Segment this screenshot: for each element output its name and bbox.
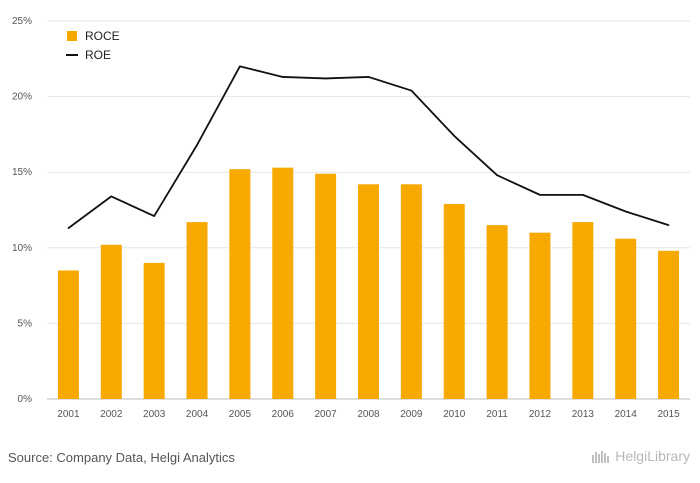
roe-point: [324, 77, 327, 80]
y-tick-label: 0%: [18, 394, 33, 405]
roe-point: [624, 210, 627, 213]
legend-roce-swatch: [67, 31, 77, 41]
roce-bar: [658, 250, 680, 399]
y-tick-label: 15%: [12, 167, 32, 178]
helgi-library-logo: HelgiLibrary: [591, 448, 690, 464]
x-tick-label: 2005: [229, 409, 252, 420]
roe-point: [239, 65, 241, 68]
roe-point: [667, 224, 670, 226]
y-tick-label: 20%: [12, 92, 32, 103]
roce-bar: [358, 184, 379, 399]
legend: ROCE ROE: [66, 29, 120, 62]
roce-bar: [529, 232, 551, 399]
x-tick-label: 2015: [657, 409, 680, 420]
roe-point: [582, 194, 584, 196]
legend-roe-label: ROE: [85, 48, 111, 62]
y-axis-ticks: 0% 5% 10% 15% 20% 25%: [12, 16, 32, 405]
x-axis-ticks: 2001 2002 2003 2004 2005 2006 2007 2008 2009 2010…: [57, 409, 680, 420]
roce-bar: [143, 262, 165, 399]
x-tick-label: 2006: [272, 409, 295, 420]
roe-point: [539, 194, 541, 196]
roce-bar: [315, 173, 337, 399]
roce-bar: [572, 222, 594, 399]
legend-roce-label: ROCE: [85, 29, 120, 43]
x-tick-label: 2002: [100, 409, 123, 420]
roe-point: [496, 174, 498, 177]
roe-point: [367, 76, 370, 78]
roe-point: [453, 135, 456, 137]
roce-bar: [272, 167, 294, 399]
roce-bar: [486, 225, 508, 399]
x-tick-label: 2011: [486, 409, 508, 420]
x-tick-label: 2008: [357, 409, 380, 420]
roce-bar: [186, 222, 208, 399]
x-tick-label: 2004: [186, 409, 209, 420]
roce-bars: [57, 167, 680, 399]
y-tick-label: 25%: [12, 16, 32, 27]
roe-point: [196, 144, 198, 146]
roce-bar: [100, 244, 122, 399]
x-tick-label: 2003: [143, 409, 166, 420]
roe-point: [67, 227, 70, 229]
roce-bar: [57, 270, 79, 399]
roe-point: [110, 195, 113, 198]
roe-point: [410, 89, 413, 92]
roe-point: [281, 76, 284, 78]
roce-bar: [443, 203, 465, 399]
x-tick-label: 2009: [400, 409, 423, 420]
roce-bar: [615, 238, 637, 399]
y-tick-label: 10%: [12, 243, 32, 254]
helgi-library-logo-icon: [592, 451, 610, 463]
roce-bar: [229, 169, 251, 399]
y-tick-label: 5%: [18, 318, 33, 329]
x-tick-label: 2001: [57, 409, 80, 420]
x-tick-label: 2010: [443, 409, 466, 420]
x-tick-label: 2012: [529, 409, 552, 420]
logo-text: HelgiLibrary: [615, 448, 690, 464]
x-tick-label: 2013: [572, 409, 595, 420]
roe-point: [153, 215, 155, 217]
roe-line-group: [67, 65, 670, 229]
x-tick-label: 2007: [315, 409, 338, 420]
x-tick-label: 2014: [615, 409, 638, 420]
roce-bar: [400, 184, 422, 399]
source-note: Source: Company Data, Helgi Analytics: [8, 450, 235, 465]
